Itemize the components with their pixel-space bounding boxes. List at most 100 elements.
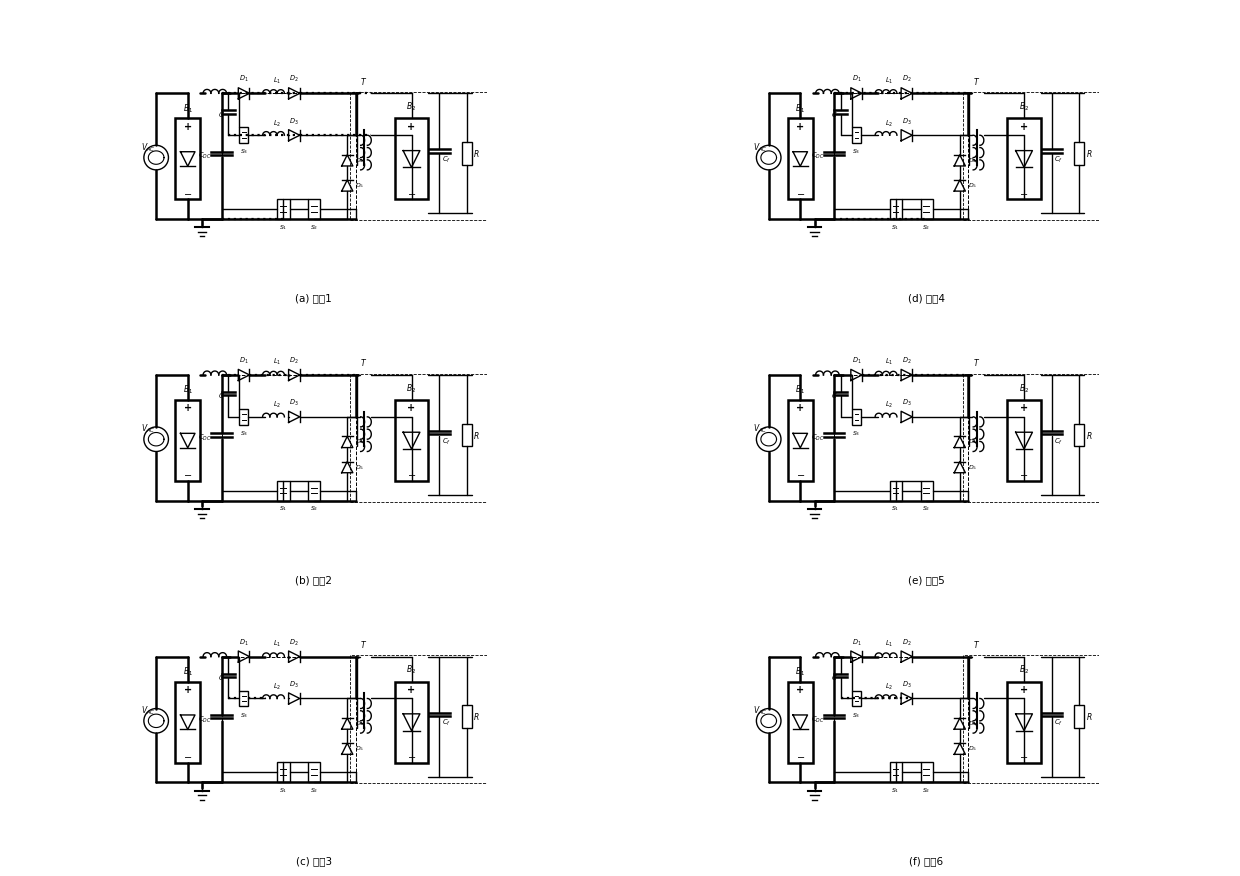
Text: $L_1$: $L_1$ (273, 639, 281, 649)
Text: $D_3$: $D_3$ (289, 680, 299, 690)
Bar (278, 199, 290, 219)
Bar (920, 762, 932, 782)
Text: $V_{AC}$: $V_{AC}$ (140, 704, 155, 717)
Text: $D_2$: $D_2$ (289, 638, 299, 647)
Text: $D_3$: $D_3$ (901, 680, 911, 690)
Text: $-$: $-$ (796, 751, 805, 761)
Bar (239, 409, 248, 425)
Text: $-$: $-$ (1019, 187, 1029, 198)
Text: +: + (796, 122, 805, 132)
Text: $D_5$: $D_5$ (967, 745, 977, 753)
Text: $S_3$: $S_3$ (239, 429, 248, 438)
Bar (787, 400, 813, 481)
Text: $D_2$: $D_2$ (901, 638, 911, 647)
Text: $R$: $R$ (472, 711, 480, 722)
Bar (239, 127, 248, 143)
Text: +: + (408, 685, 415, 695)
Bar (852, 409, 861, 425)
Bar (890, 481, 903, 501)
Text: $B_2$: $B_2$ (407, 382, 417, 394)
Text: $D_1$: $D_1$ (852, 356, 862, 366)
Text: +: + (408, 122, 415, 132)
Bar (1007, 682, 1040, 763)
Bar (835, 94, 968, 219)
Text: $-$: $-$ (796, 187, 805, 198)
Text: $S_1$: $S_1$ (892, 505, 900, 513)
Bar (394, 118, 428, 200)
Bar (852, 690, 861, 706)
Text: $S_3$: $S_3$ (239, 710, 248, 720)
Text: +: + (1021, 685, 1028, 695)
Text: $S_1$: $S_1$ (279, 223, 288, 232)
Bar (890, 762, 903, 782)
Text: $-$: $-$ (407, 470, 417, 479)
Text: $D_4$: $D_4$ (355, 719, 365, 728)
Text: $C_f$: $C_f$ (1054, 436, 1063, 447)
Text: $S_2$: $S_2$ (923, 505, 930, 513)
Text: +: + (1021, 404, 1028, 413)
Bar (920, 481, 932, 501)
Text: $R$: $R$ (472, 148, 480, 159)
Text: $B_1$: $B_1$ (182, 384, 192, 396)
Text: $-$: $-$ (184, 470, 192, 479)
Text: $V_{AC}$: $V_{AC}$ (140, 141, 155, 154)
Text: $D_1$: $D_1$ (239, 356, 249, 366)
Bar (962, 655, 1111, 783)
Text: $T$: $T$ (361, 75, 367, 87)
Text: $L_2$: $L_2$ (273, 400, 281, 410)
Text: +: + (184, 685, 192, 695)
Bar (1007, 400, 1040, 481)
Text: $C_f$: $C_f$ (1054, 155, 1063, 166)
Text: $C$: $C$ (218, 392, 224, 400)
Bar (835, 657, 968, 782)
Text: $D_4$: $D_4$ (967, 437, 977, 447)
Bar (835, 375, 968, 501)
Text: $-$: $-$ (1019, 751, 1029, 761)
Text: +: + (184, 122, 192, 132)
Text: $S_3$: $S_3$ (852, 429, 861, 438)
Text: $L_1$: $L_1$ (885, 75, 894, 86)
Bar (222, 375, 356, 501)
Text: $-$: $-$ (184, 751, 192, 761)
Text: (a) 模态1: (a) 模态1 (295, 293, 332, 303)
Text: $S_3$: $S_3$ (852, 147, 861, 157)
Bar (787, 682, 813, 763)
Text: $C_{DC}$: $C_{DC}$ (198, 151, 212, 161)
Text: $L_2$: $L_2$ (885, 682, 894, 692)
Text: $B_2$: $B_2$ (1019, 382, 1029, 394)
Text: $T$: $T$ (973, 639, 980, 650)
Text: $T$: $T$ (973, 357, 980, 368)
Text: $D_1$: $D_1$ (852, 638, 862, 647)
Text: $V_{AC}$: $V_{AC}$ (753, 423, 768, 435)
Text: $D_1$: $D_1$ (239, 638, 249, 647)
Bar (175, 118, 201, 200)
Bar (175, 400, 201, 481)
Bar (787, 118, 813, 200)
Text: $D_3$: $D_3$ (901, 399, 911, 408)
Text: $C_{DC}$: $C_{DC}$ (198, 714, 212, 724)
Bar (222, 94, 356, 219)
Text: $S_3$: $S_3$ (239, 147, 248, 157)
Text: $D_5$: $D_5$ (355, 745, 365, 753)
Bar (461, 424, 472, 446)
Text: $B_1$: $B_1$ (795, 384, 805, 396)
Text: $C_f$: $C_f$ (441, 718, 450, 729)
Bar (309, 762, 320, 782)
Bar (962, 92, 1111, 220)
Bar (962, 374, 1111, 502)
Text: $D_4$: $D_4$ (355, 156, 365, 165)
Text: $S_2$: $S_2$ (310, 786, 317, 795)
Text: $D_4$: $D_4$ (967, 156, 977, 165)
Text: $S_1$: $S_1$ (279, 505, 288, 513)
Text: $-$: $-$ (407, 187, 417, 198)
Text: $B_2$: $B_2$ (1019, 664, 1029, 676)
Text: +: + (184, 404, 192, 413)
Text: $C_f$: $C_f$ (1054, 718, 1063, 729)
Text: $B_2$: $B_2$ (407, 664, 417, 676)
Bar (350, 655, 498, 783)
Text: (c) 模态3: (c) 模态3 (295, 857, 332, 866)
Text: $D_5$: $D_5$ (355, 463, 365, 471)
Bar (1074, 705, 1085, 728)
Text: +: + (1021, 122, 1028, 132)
Bar (309, 481, 320, 501)
